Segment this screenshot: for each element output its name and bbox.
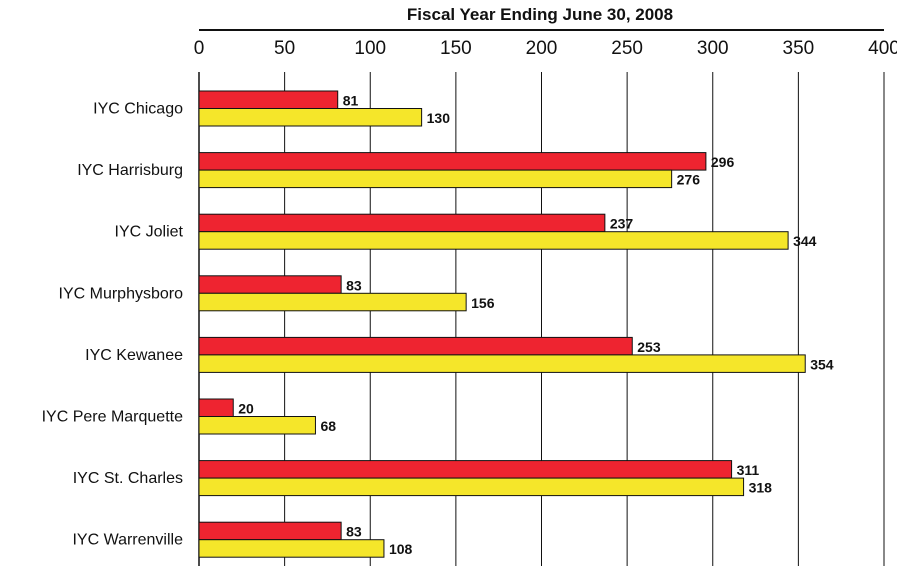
bar-red	[198, 90, 339, 109]
data-label: 83	[346, 524, 362, 540]
bar-red	[198, 336, 633, 356]
category-labels: IYC Chicago IYC Harrisburg IYC Joliet IYC M…	[42, 101, 184, 549]
category-label: IYC Warrenville	[72, 532, 183, 549]
bar-yellow	[198, 292, 467, 312]
bar-red	[198, 521, 342, 541]
data-label: 344	[793, 233, 817, 249]
data-label: 130	[427, 110, 451, 126]
chart-title: Fiscal Year Ending June 30, 2008	[407, 5, 673, 24]
bar-yellow	[198, 169, 673, 189]
bar-red	[198, 460, 733, 479]
bar-yellow	[198, 354, 806, 373]
data-label: 296	[711, 154, 735, 170]
x-tick-label: 250	[611, 38, 643, 59]
category-label: IYC Kewanee	[85, 347, 183, 364]
data-label: 156	[471, 295, 495, 311]
x-tick-label: 200	[526, 38, 558, 59]
data-label: 108	[389, 541, 413, 557]
bar-yellow	[198, 416, 316, 435]
x-tick-label: 50	[274, 38, 295, 59]
bar-red	[198, 152, 707, 171]
x-tick-label: 150	[440, 38, 472, 59]
data-label: 253	[637, 339, 661, 355]
bar-red	[198, 213, 606, 233]
bar-yellow	[198, 477, 745, 497]
x-tick-label: 100	[354, 38, 386, 59]
category-label: IYC St. Charles	[73, 470, 183, 487]
category-label: IYC Joliet	[115, 224, 184, 241]
x-tick-label: 300	[697, 38, 729, 59]
x-tick-labels: 0 50 100 150 200 250 300 350 400	[194, 38, 897, 59]
bar-yellow	[198, 231, 789, 250]
x-tick-label: 350	[783, 38, 815, 59]
data-label: 20	[238, 401, 254, 417]
category-label: IYC Chicago	[93, 101, 183, 118]
data-label: 354	[810, 356, 834, 372]
data-label: 83	[346, 277, 362, 293]
bar-red	[198, 275, 342, 294]
x-tick-label: 400	[868, 38, 897, 59]
data-label: 68	[320, 418, 336, 434]
bar-red	[198, 398, 234, 417]
data-label: 237	[610, 216, 634, 232]
category-label: IYC Harrisburg	[77, 162, 183, 179]
data-label: 318	[749, 480, 773, 496]
data-label: 276	[677, 172, 701, 188]
category-label: IYC Pere Marquette	[42, 409, 184, 426]
category-label: IYC Murphysboro	[59, 285, 184, 302]
bar-yellow	[198, 539, 385, 558]
data-labels: 81 130 296 276 237 344 83 156 253 354 20 68 311 318 83…	[238, 93, 834, 558]
data-label: 81	[343, 93, 359, 109]
data-label: 311	[737, 462, 760, 478]
bars	[198, 90, 806, 558]
x-tick-label: 0	[194, 38, 205, 59]
bar-yellow	[198, 108, 423, 127]
